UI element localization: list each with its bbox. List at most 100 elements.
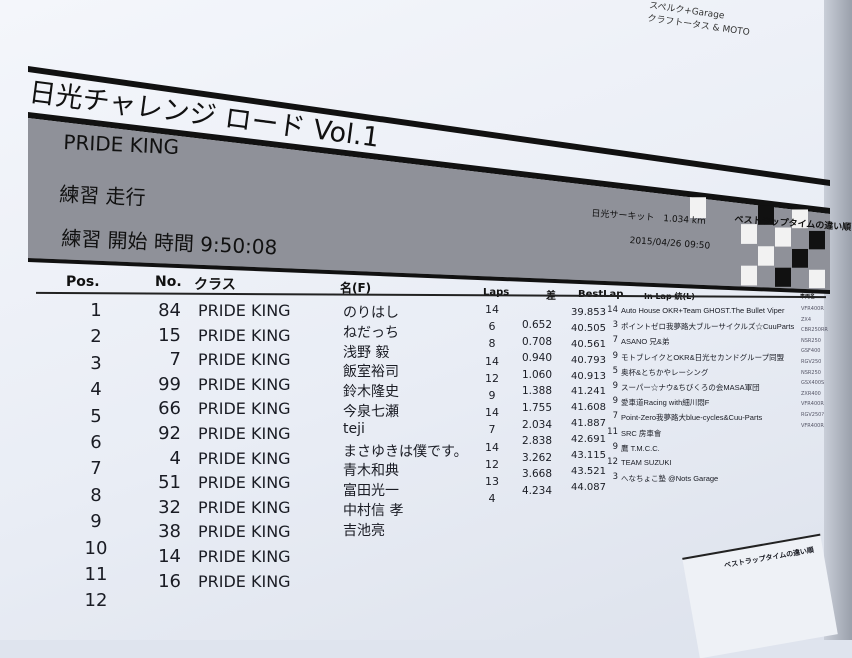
- vehicle-cell: RGV250: [801, 358, 822, 365]
- best-cell: 40.793: [571, 354, 606, 366]
- session-name: 練習 走行: [58, 181, 147, 210]
- best-cell: 41.608: [571, 402, 606, 414]
- pos-cell: 8: [90, 484, 102, 506]
- no-cell: 51: [158, 472, 181, 494]
- inlap-column: 14 3 7 9 5 9 9 7 11 9 12 3: [604, 305, 618, 487]
- name-cell: teji: [343, 420, 365, 437]
- laps-column: 14 6 8 14 12 9 14 7 14 12 13 4: [480, 303, 504, 509]
- no-cell: 38: [158, 521, 181, 543]
- team-cell: Auto House OKR+Team GHOST.The Bullet Vip…: [621, 306, 785, 315]
- no-cell: 32: [158, 496, 181, 518]
- inlap-cell: 7: [612, 411, 618, 422]
- team-cell: へなちょこ塾 @Nots Garage: [621, 474, 719, 484]
- diff-cell: 0.652: [521, 319, 552, 331]
- laps-cell: 9: [488, 388, 496, 402]
- class-cell: PRIDE KING: [198, 546, 291, 566]
- best-cell: 41.241: [571, 386, 606, 398]
- no-cell: 15: [158, 324, 181, 346]
- vehicle-cell: GSX400S: [801, 380, 825, 387]
- checker-square: [809, 230, 825, 250]
- team-column: Auto House OKR+Team GHOST.The Bullet Vip…: [621, 306, 794, 488]
- diff-cell: 1.755: [521, 401, 552, 414]
- pos-cell: 3: [90, 352, 102, 374]
- checker-square: [775, 267, 791, 287]
- pos-cell: 9: [90, 511, 102, 533]
- laps-cell: 12: [485, 371, 499, 385]
- no-column: 84 15 7 99 66 92 4 51 32 38 14 16: [141, 300, 181, 595]
- name-cell: 青木和典: [343, 463, 399, 480]
- team-cell: スーパー☆ナウ&ちびくろの会MASA軍団: [621, 382, 760, 392]
- diff-cell: 1.060: [521, 368, 552, 381]
- class-cell: PRIDE KING: [198, 473, 291, 493]
- pos-column: 1 2 3 4 5 6 7 8 9 10 11 12: [76, 300, 116, 617]
- checker-square: [741, 265, 757, 286]
- diff-cell: 1.388: [521, 385, 552, 398]
- pos-cell: 1: [90, 300, 102, 321]
- checker-square: [792, 248, 808, 268]
- inlap-cell: 14: [607, 305, 618, 315]
- team-cell: 鷹 T.M.C.C.: [621, 443, 660, 453]
- inlap-cell: 9: [612, 350, 618, 361]
- name-cell: 中村信 孝: [343, 502, 404, 519]
- name-cell: まさゆきは僕です。: [343, 443, 468, 460]
- class-cell: PRIDE KING: [198, 448, 291, 468]
- no-cell: 16: [158, 570, 181, 592]
- class-column: PRIDE KING PRIDE KING PRIDE KING PRIDE KING…: [198, 301, 291, 596]
- best-cell: 44.087: [571, 481, 606, 493]
- inlap-cell: 5: [612, 365, 618, 376]
- laps-cell: 4: [488, 492, 496, 506]
- name-cell: 浅野 毅: [343, 344, 390, 361]
- laps-cell: 12: [485, 457, 499, 471]
- diff-column: 0.652 0.708 0.940 1.060 1.388 1.755 2.034 2.838…: [512, 319, 552, 502]
- best-cell: 40.561: [571, 338, 606, 350]
- class-cell: PRIDE KING: [198, 497, 291, 517]
- checker-square: [792, 209, 808, 229]
- laps-cell: 14: [485, 354, 499, 368]
- vehicle-cell: GSF400: [801, 348, 821, 355]
- name-cell: ねだっち: [343, 324, 399, 341]
- top-rule: [28, 66, 830, 186]
- pos-cell: 5: [90, 405, 102, 427]
- inlap-cell: 3: [612, 320, 618, 331]
- best-cell: 40.913: [571, 370, 606, 382]
- checker-square: [758, 205, 774, 225]
- header-laps: Laps: [483, 287, 510, 298]
- diff-cell: 3.262: [521, 451, 552, 464]
- team-cell: 愛車道Racing with細川悶F: [621, 398, 710, 408]
- checker-square: [758, 246, 774, 266]
- no-cell: 99: [158, 373, 181, 395]
- class-cell: PRIDE KING: [198, 522, 291, 542]
- vehicle-cell: NSR250: [801, 369, 821, 376]
- diff-cell: 0.940: [521, 352, 552, 365]
- team-cell: モトブレイクとOKR&日光セカンドグループ同盟: [621, 352, 785, 362]
- laps-cell: 7: [488, 423, 496, 437]
- vehicle-cell: VFR400R: [801, 422, 824, 429]
- no-cell: 84: [158, 300, 181, 321]
- checker-square: [741, 224, 757, 244]
- inlap-cell: 9: [612, 441, 618, 452]
- best-cell: 43.115: [571, 450, 606, 462]
- pos-cell: 7: [90, 458, 102, 480]
- team-cell: 奥杯&とちかやレーシング: [621, 367, 709, 377]
- no-cell: 7: [169, 349, 181, 371]
- pos-cell: 12: [84, 590, 108, 612]
- name-cell: 吉池亮: [343, 522, 385, 539]
- vehicle-cell: RGV250?: [801, 411, 824, 418]
- laps-cell: 8: [488, 337, 496, 351]
- best-cell: 43.521: [571, 465, 606, 477]
- diff-cell: 0.708: [521, 335, 552, 348]
- pos-cell: 2: [90, 326, 102, 348]
- checker-flag-pattern: [690, 197, 825, 289]
- laps-cell: 14: [485, 440, 499, 454]
- vehicle-cell: VFR400R: [801, 306, 824, 312]
- checker-square: [690, 197, 706, 219]
- name-cell: のりはし: [343, 305, 399, 321]
- vehicle-cell: ZX4: [801, 316, 812, 323]
- class-cell: PRIDE KING: [198, 374, 291, 394]
- no-cell: 4: [169, 447, 181, 469]
- vehicle-cell: VFR400R: [801, 401, 824, 408]
- laps-cell: 13: [485, 474, 499, 488]
- class-name: PRIDE KING: [62, 130, 180, 160]
- diff-cell: 4.234: [521, 484, 552, 497]
- inlap-cell: 11: [607, 426, 618, 437]
